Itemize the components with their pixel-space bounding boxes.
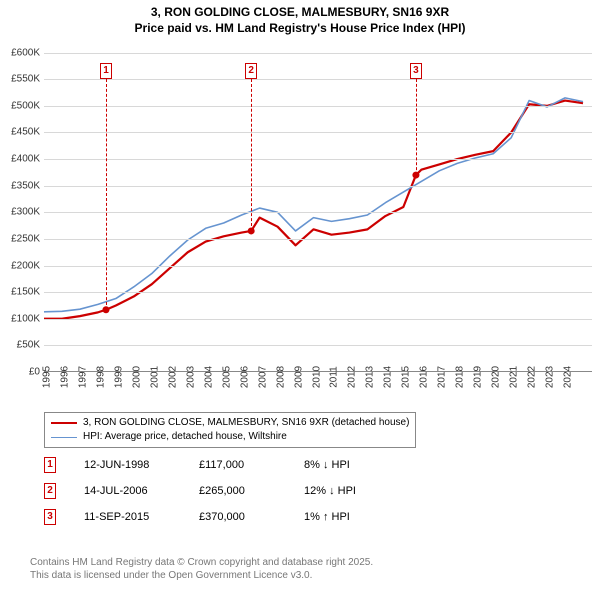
event-marker-box: 3 — [44, 509, 56, 525]
legend-swatch — [51, 437, 77, 438]
event-date: 12-JUN-1998 — [84, 459, 199, 471]
footer: Contains HM Land Registry data © Crown c… — [30, 556, 373, 582]
gridline — [44, 319, 592, 320]
y-axis-label: £500K — [0, 100, 40, 111]
event-row: 3 11-SEP-2015 £370,000 1% ↑ HPI — [44, 504, 356, 530]
x-axis-label: 2004 — [203, 366, 214, 388]
marker-dashed-line — [106, 79, 107, 309]
y-axis-label: £450K — [0, 127, 40, 138]
y-axis-label: £400K — [0, 154, 40, 165]
title-line-2: Price paid vs. HM Land Registry's House … — [0, 20, 600, 36]
event-date: 11-SEP-2015 — [84, 511, 199, 523]
x-axis-label: 2014 — [383, 366, 394, 388]
gridline — [44, 106, 592, 107]
event-marker-box: 1 — [44, 457, 56, 473]
x-axis-label: 2020 — [491, 366, 502, 388]
x-axis-label: 1999 — [113, 366, 124, 388]
y-axis-label: £350K — [0, 180, 40, 191]
y-axis-label: £150K — [0, 287, 40, 298]
event-hpi: 12% ↓ HPI — [304, 485, 356, 497]
chart-marker-box: 1 — [100, 63, 112, 79]
event-hpi: 8% ↓ HPI — [304, 459, 350, 471]
x-axis-label: 2016 — [419, 366, 430, 388]
x-axis-label: 2000 — [131, 366, 142, 388]
gridline — [44, 239, 592, 240]
x-axis-label: 2010 — [311, 366, 322, 388]
x-axis-label: 2018 — [455, 366, 466, 388]
gridline — [44, 266, 592, 267]
x-axis-label: 2006 — [239, 366, 250, 388]
x-axis-label: 2005 — [221, 366, 232, 388]
x-axis-label: 2017 — [437, 366, 448, 388]
legend-row: HPI: Average price, detached house, Wilt… — [51, 430, 409, 444]
x-axis-label: 1998 — [95, 366, 106, 388]
event-row: 1 12-JUN-1998 £117,000 8% ↓ HPI — [44, 452, 356, 478]
event-row: 2 14-JUL-2006 £265,000 12% ↓ HPI — [44, 478, 356, 504]
legend-label: 3, RON GOLDING CLOSE, MALMESBURY, SN16 9… — [83, 416, 409, 430]
x-axis-label: 2008 — [275, 366, 286, 388]
x-axis-label: 2002 — [167, 366, 178, 388]
footer-line-1: Contains HM Land Registry data © Crown c… — [30, 556, 373, 569]
gridline — [44, 186, 592, 187]
chart-container: 3, RON GOLDING CLOSE, MALMESBURY, SN16 9… — [0, 0, 600, 590]
event-hpi: 1% ↑ HPI — [304, 511, 350, 523]
series-line — [44, 98, 583, 312]
footer-line-2: This data is licensed under the Open Gov… — [30, 569, 373, 582]
gridline — [44, 53, 592, 54]
x-axis-label: 2019 — [473, 366, 484, 388]
x-axis-label: 2003 — [185, 366, 196, 388]
gridline — [44, 292, 592, 293]
x-axis-label: 2009 — [293, 366, 304, 388]
chart-area: £0£50K£100K£150K£200K£250K£300K£350K£400… — [44, 42, 592, 372]
y-axis-label: £200K — [0, 260, 40, 271]
gridline — [44, 79, 592, 80]
marker-dashed-line — [416, 79, 417, 175]
y-axis-label: £550K — [0, 74, 40, 85]
x-axis-label: 2011 — [329, 366, 340, 388]
event-price: £265,000 — [199, 485, 304, 497]
chart-marker-box: 2 — [245, 63, 257, 79]
x-axis-label: 2024 — [563, 366, 574, 388]
x-axis-label: 2021 — [509, 366, 520, 388]
legend-row: 3, RON GOLDING CLOSE, MALMESBURY, SN16 9… — [51, 416, 409, 430]
x-axis-label: 2007 — [257, 366, 268, 388]
x-axis-label: 1997 — [77, 366, 88, 388]
chart-marker-box: 3 — [410, 63, 422, 79]
y-axis-label: £0 — [0, 367, 40, 378]
title-line-1: 3, RON GOLDING CLOSE, MALMESBURY, SN16 9… — [0, 4, 600, 20]
legend-label: HPI: Average price, detached house, Wilt… — [83, 430, 287, 444]
y-axis-label: £250K — [0, 233, 40, 244]
gridline — [44, 212, 592, 213]
event-price: £117,000 — [199, 459, 304, 471]
event-marker-box: 2 — [44, 483, 56, 499]
title-block: 3, RON GOLDING CLOSE, MALMESBURY, SN16 9… — [0, 0, 600, 36]
marker-dashed-line — [251, 79, 252, 231]
y-axis-label: £300K — [0, 207, 40, 218]
x-axis-label: 2001 — [149, 366, 160, 388]
gridline — [44, 345, 592, 346]
x-axis-label: 2012 — [347, 366, 358, 388]
y-axis-label: £50K — [0, 340, 40, 351]
legend-swatch — [51, 422, 77, 424]
legend: 3, RON GOLDING CLOSE, MALMESBURY, SN16 9… — [44, 412, 416, 448]
chart-svg — [44, 42, 592, 371]
event-price: £370,000 — [199, 511, 304, 523]
gridline — [44, 132, 592, 133]
x-axis-label: 2023 — [545, 366, 556, 388]
gridline — [44, 159, 592, 160]
event-date: 14-JUL-2006 — [84, 485, 199, 497]
y-axis-label: £600K — [0, 47, 40, 58]
x-axis-label: 1996 — [59, 366, 70, 388]
x-axis-label: 1995 — [42, 366, 53, 388]
x-axis-label: 2013 — [365, 366, 376, 388]
x-axis-label: 2022 — [527, 366, 538, 388]
x-axis-label: 2015 — [401, 366, 412, 388]
y-axis-label: £100K — [0, 313, 40, 324]
events-table: 1 12-JUN-1998 £117,000 8% ↓ HPI 2 14-JUL… — [44, 452, 356, 530]
